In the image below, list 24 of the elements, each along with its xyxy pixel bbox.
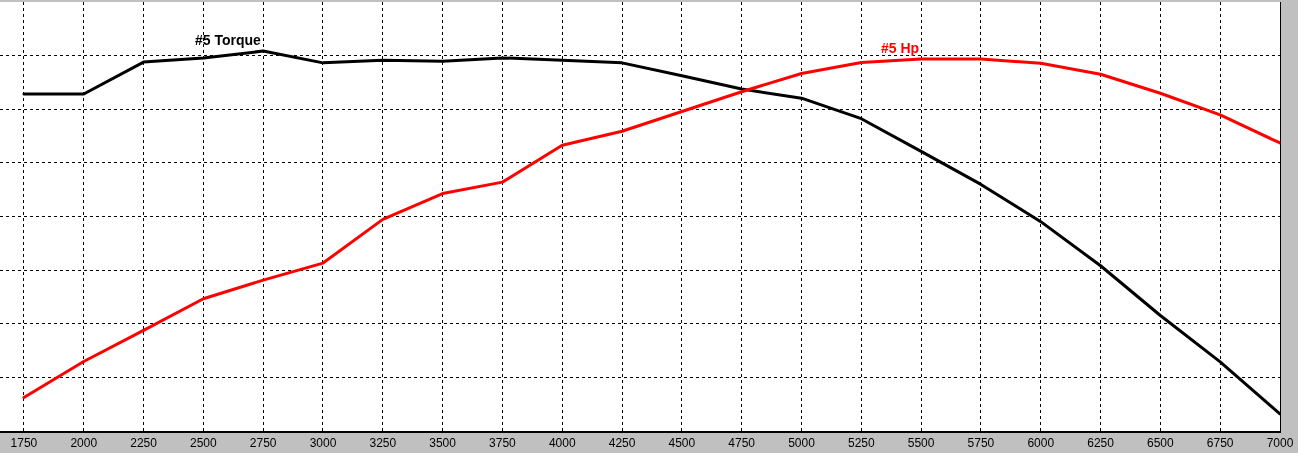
x-tick-label: 2500: [190, 436, 218, 451]
x-tick-label: 3750: [489, 436, 517, 451]
x-tick-label: 3250: [369, 436, 397, 451]
x-tick-label: 1750: [10, 436, 38, 451]
series-label: #5 Hp: [881, 40, 920, 56]
x-tick-label: 5750: [967, 436, 995, 451]
x-tick-label: 7000: [1266, 436, 1294, 451]
x-tick-label: 4000: [548, 436, 576, 451]
x-tick-label: 4750: [728, 436, 756, 451]
x-tick-label: 4250: [608, 436, 636, 451]
x-tick-label: 3500: [429, 436, 457, 451]
x-tick-label: 2250: [130, 436, 158, 451]
x-tick-label: 2000: [70, 436, 98, 451]
x-tick-label: 5500: [907, 436, 935, 451]
x-tick-label: 5250: [847, 436, 875, 451]
x-tick-label: 2750: [249, 436, 277, 451]
series-label: #5 Torque: [195, 32, 262, 48]
x-tick-label: 6750: [1206, 436, 1234, 451]
x-tick-label: 4500: [668, 436, 696, 451]
x-tick-label: 5000: [788, 436, 816, 451]
x-tick-label: 6250: [1087, 436, 1115, 451]
x-tick-label: 6000: [1027, 436, 1055, 451]
x-tick-label: 3000: [309, 436, 337, 451]
x-tick-label: 6500: [1147, 436, 1175, 451]
